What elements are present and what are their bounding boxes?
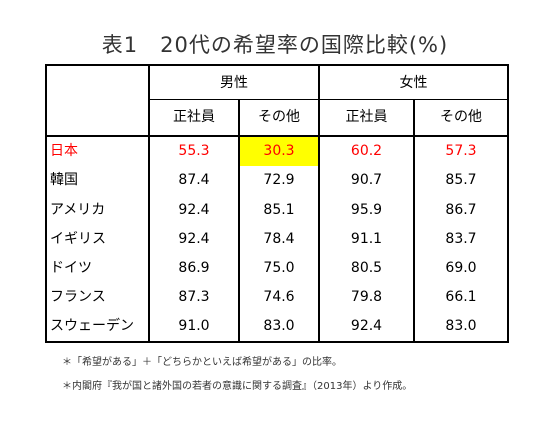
value-cell: 91.0 — [148, 311, 240, 342]
corner-cell-lower — [45, 99, 150, 137]
highlighted-value-cell: 30.3 — [238, 135, 320, 166]
value-cell: 60.2 — [318, 135, 415, 166]
value-cell: 87.3 — [148, 282, 240, 312]
value-cell: 69.0 — [413, 253, 509, 283]
table-row: 日本 55.3 30.3 60.2 57.3 — [45, 135, 509, 166]
table-row: フランス 87.3 74.6 79.8 66.1 — [45, 282, 509, 312]
value-cell: 92.4 — [318, 311, 415, 342]
value-cell: 83.7 — [413, 224, 509, 254]
country-cell: 韓国 — [45, 165, 150, 195]
table-row: ドイツ 86.9 75.0 80.5 69.0 — [45, 253, 509, 283]
source-note: ＊内閣府『我が国と諸外国の若者の意識に関する調査』（2013年）より作成。 — [62, 381, 413, 392]
value-cell: 55.3 — [148, 135, 240, 166]
value-cell: 87.4 — [148, 165, 240, 195]
value-cell: 85.7 — [413, 165, 509, 195]
value-cell: 92.4 — [148, 224, 240, 254]
country-cell: スウェーデン — [45, 311, 150, 342]
group-header-male: 男性 — [148, 65, 320, 101]
table-row: 韓国 87.4 72.9 90.7 85.7 — [45, 165, 509, 195]
table-row: アメリカ 92.4 85.1 95.9 86.7 — [45, 194, 509, 225]
sub-header-row: 正社員 その他 正社員 その他 — [45, 99, 509, 137]
value-cell: 83.0 — [413, 311, 509, 342]
value-cell: 66.1 — [413, 282, 509, 312]
sub-header-male-other: その他 — [238, 99, 320, 137]
value-cell: 85.1 — [238, 194, 320, 225]
value-cell: 57.3 — [413, 135, 509, 166]
country-cell: イギリス — [45, 224, 150, 254]
country-cell: フランス — [45, 282, 150, 312]
sub-header-female-other: その他 — [413, 99, 509, 137]
value-cell: 78.4 — [238, 224, 320, 254]
value-cell: 83.0 — [238, 311, 320, 342]
value-cell: 80.5 — [318, 253, 415, 283]
value-cell: 86.7 — [413, 194, 509, 225]
value-cell: 72.9 — [238, 165, 320, 195]
country-cell: ドイツ — [45, 253, 150, 283]
value-cell: 95.9 — [318, 194, 415, 225]
sub-header-male-regular: 正社員 — [148, 99, 240, 137]
sub-header-female-regular: 正社員 — [318, 99, 415, 137]
country-cell: 日本 — [45, 135, 150, 166]
group-header-row: 男性 女性 — [45, 65, 509, 101]
page-title: 表1 20代の希望率の国際比較(%) — [101, 33, 449, 57]
comparison-table: 男性 女性 正社員 その他 正社員 その他 日本 55.3 30.3 60.2 … — [45, 64, 509, 343]
group-header-female: 女性 — [318, 65, 509, 101]
value-cell: 92.4 — [148, 194, 240, 225]
value-cell: 75.0 — [238, 253, 320, 283]
value-cell: 79.8 — [318, 282, 415, 312]
value-cell: 91.1 — [318, 224, 415, 254]
table-row: イギリス 92.4 78.4 91.1 83.7 — [45, 224, 509, 254]
country-cell: アメリカ — [45, 194, 150, 225]
footnote: ＊「希望がある」＋「どちらかといえば希望がある」の比率。 — [62, 357, 342, 368]
corner-cell — [45, 65, 150, 100]
table-row: スウェーデン 91.0 83.0 92.4 83.0 — [45, 311, 509, 342]
value-cell: 90.7 — [318, 165, 415, 195]
value-cell: 74.6 — [238, 282, 320, 312]
value-cell: 86.9 — [148, 253, 240, 283]
